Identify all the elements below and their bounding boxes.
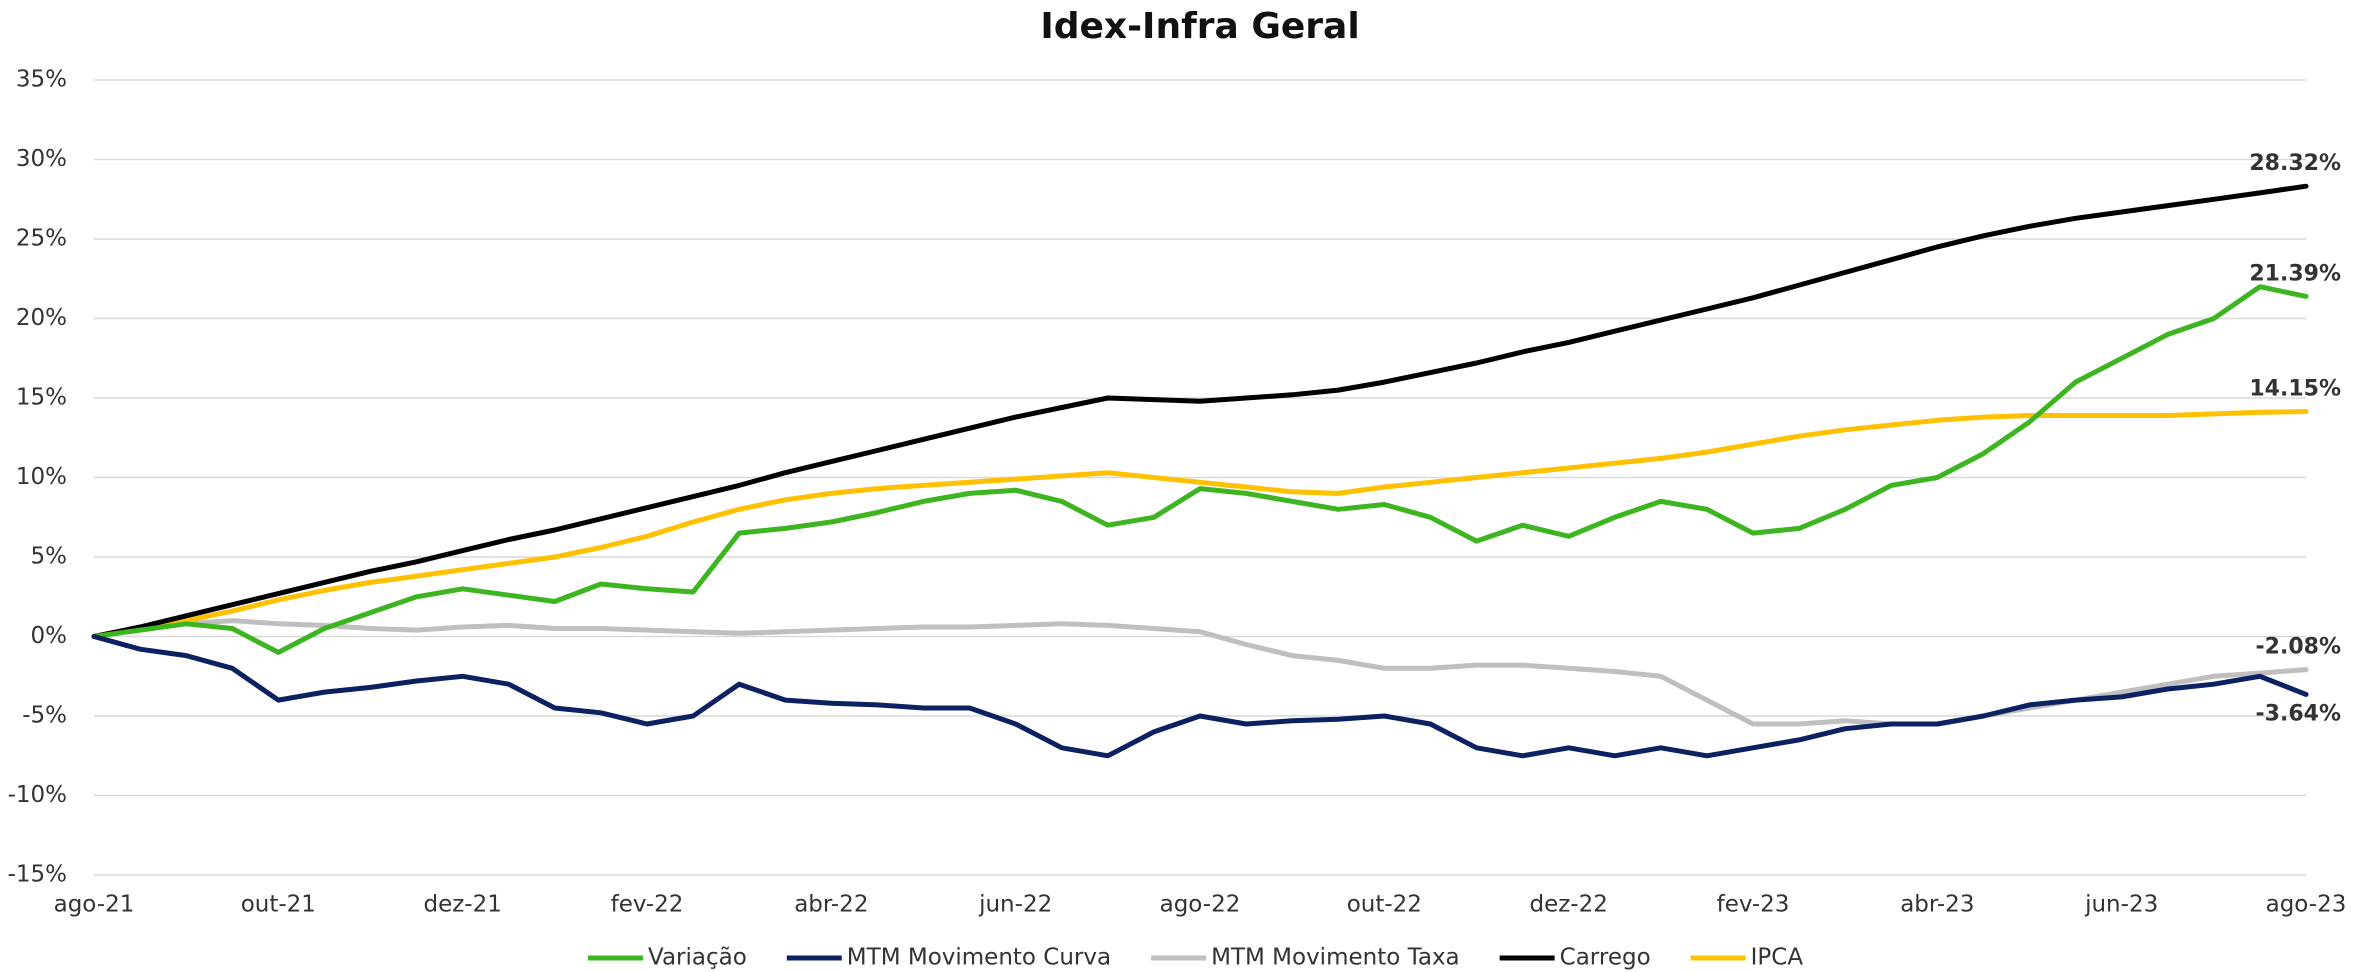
x-tick-label: abr-22 — [794, 892, 868, 918]
series-line — [91, 284, 2309, 655]
x-tick-label: out-22 — [1347, 892, 1422, 918]
end-label: 28.32% — [2249, 151, 2341, 176]
x-tick-label: out-21 — [241, 892, 316, 918]
x-tick-label: fev-23 — [1717, 892, 1790, 918]
series-line — [91, 183, 2309, 639]
chart-title: Idex-Infra Geral — [1040, 6, 1359, 47]
x-tick-label: ago-23 — [2266, 892, 2347, 918]
legend-label: MTM Movimento Curva — [847, 945, 1111, 971]
x-tick-label: jun-23 — [2084, 892, 2158, 918]
grid: -15% -10% -5% 0% 5% 10% 15% 20% 25% 30% 35% ago-21 o… — [8, 67, 2347, 918]
x-tick-label: ago-21 — [54, 892, 135, 918]
end-label: -3.64% — [2256, 701, 2341, 726]
series-line — [91, 409, 2309, 639]
y-tick-label: 15% — [16, 385, 67, 411]
y-tick-label: -15% — [8, 862, 67, 888]
end-label: 21.39% — [2249, 261, 2341, 286]
y-tick-label: 20% — [16, 305, 67, 331]
legend-label: MTM Movimento Taxa — [1211, 945, 1460, 971]
x-tick-label: dez-22 — [1529, 892, 1607, 918]
series-line — [91, 634, 2309, 759]
legend-label: Carrego — [1560, 945, 1651, 971]
y-tick-label: 5% — [31, 544, 68, 570]
y-tick-label: -5% — [22, 703, 67, 729]
y-tick-label: 25% — [16, 226, 67, 252]
end-label: -2.08% — [2256, 635, 2341, 660]
y-tick-label: -10% — [8, 782, 67, 808]
plot: -2.08% 14.15% 28.32% 21.39% -3.64% — [91, 151, 2341, 759]
legend: Variação MTM Movimento Curva MTM Movimento… — [588, 945, 1803, 971]
x-tick-label: jun-22 — [978, 892, 1052, 918]
x-tick-label: abr-23 — [1900, 892, 1974, 918]
y-tick-label: 10% — [16, 464, 67, 490]
legend-label: Variação — [648, 945, 747, 971]
y-tick-label: 35% — [16, 67, 67, 93]
end-label: 14.15% — [2249, 377, 2341, 402]
x-tick-label: ago-22 — [1160, 892, 1241, 918]
x-tick-label: fev-22 — [611, 892, 684, 918]
y-tick-label: 0% — [31, 623, 68, 649]
x-tick-label: dez-21 — [423, 892, 501, 918]
y-tick-label: 30% — [16, 146, 67, 172]
legend-label: IPCA — [1751, 945, 1804, 971]
